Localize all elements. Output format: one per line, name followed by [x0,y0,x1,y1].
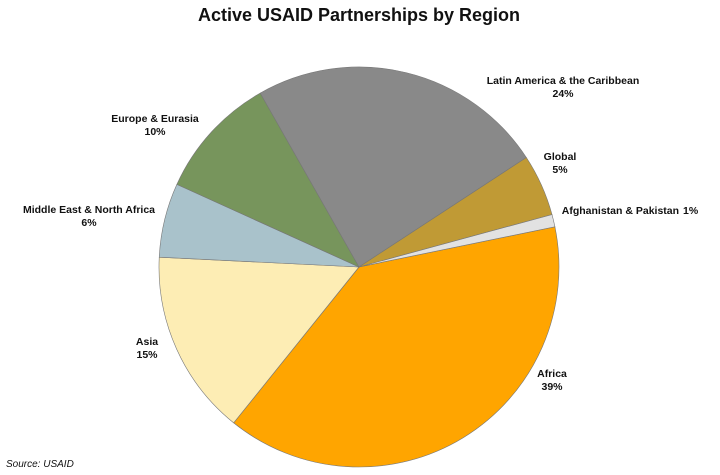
value-label: 24% [552,88,574,100]
category-label: Afghanistan & Pakistan [562,205,679,217]
slice-label: Latin America & the Caribbean 24% [487,75,639,100]
pie-slice [259,66,527,268]
pie-slice [358,214,556,268]
slice-label: Africa 39% [537,368,567,393]
chart-title: Active USAID Partnerships by Region [198,5,520,25]
pie-slice [158,256,360,424]
pie-slice [233,226,560,468]
slice-label: Middle East & North Africa 6% [23,204,155,229]
category-label: Global [544,151,577,163]
category-label: Middle East & North Africa [23,204,155,216]
value-label: 39% [541,381,563,393]
source: Source: USAID [6,459,74,470]
pie-slice [176,92,360,268]
value-label: 5% [552,164,568,176]
slice-label: Global 5% [544,151,577,176]
category-label: Latin America & the Caribbean [487,75,639,87]
slice-label: Afghanistan & Pakistan 1% [562,205,699,217]
category-label: Asia [136,336,158,348]
slice-label: Europe & Eurasia 10% [111,113,199,138]
value-label: 6% [81,217,97,229]
category-label: Europe & Eurasia [111,113,199,125]
slice-label: Asia 15% [136,336,158,361]
category-label: Africa [537,368,567,380]
value-label: 15% [136,349,158,361]
value-label: 10% [144,126,166,138]
value-label: 1% [683,205,699,217]
